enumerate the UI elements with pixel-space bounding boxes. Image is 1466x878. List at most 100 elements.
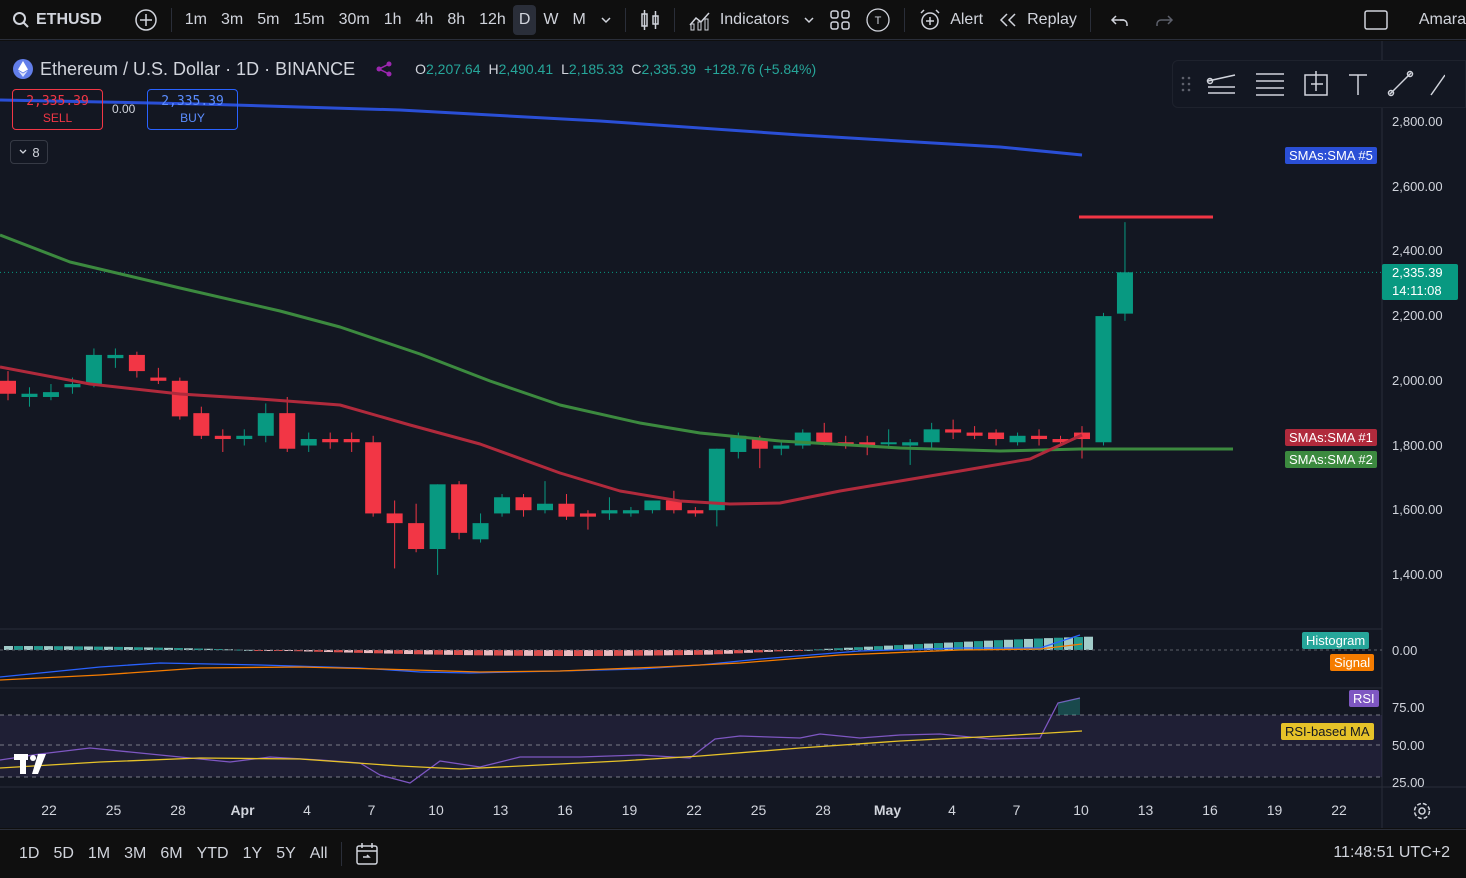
range-1m[interactable]: 1M [87, 845, 111, 862]
candle-body [322, 439, 339, 443]
redo-button[interactable] [1145, 5, 1181, 35]
time-label: Apr [230, 802, 255, 818]
candle-body [1031, 435, 1048, 440]
clock-timezone[interactable]: 11:48:51 UTC+2 [1333, 844, 1450, 861]
candle-body [751, 439, 768, 449]
indicators-collapse-button[interactable]: 8 [10, 140, 48, 164]
fullscreen-button[interactable] [1356, 5, 1396, 35]
indicators-button[interactable]: Indicators [681, 5, 796, 35]
candle-body [644, 500, 661, 511]
macd-histogram-bar [474, 650, 483, 656]
time-label: 28 [815, 802, 831, 818]
settings-gear-icon[interactable] [1412, 801, 1432, 821]
macd-histogram-bar [84, 646, 93, 650]
range-5y[interactable]: 5Y [276, 845, 296, 862]
candle-body [558, 503, 575, 517]
range-5d[interactable]: 5D [53, 845, 74, 862]
rsi-label-50: 50.00 [1392, 738, 1425, 753]
goto-date-button[interactable] [348, 839, 388, 869]
macd-zero-label: 0.00 [1392, 643, 1418, 658]
indicators-dropdown-button[interactable] [796, 5, 822, 35]
rsi-ma-line [0, 730, 1083, 770]
macd-histogram-bar [404, 650, 413, 655]
macd-histogram-bar [454, 650, 463, 656]
macd-histogram-bar [544, 650, 553, 656]
interval-8h[interactable]: 8h [447, 10, 466, 28]
macd-histogram-bar [634, 650, 643, 656]
macd-histogram-bar [954, 642, 963, 650]
macd-histogram-bar [1004, 639, 1013, 650]
price-label: 2,600.00 [1392, 178, 1443, 194]
interval-m[interactable]: M [572, 10, 586, 28]
macd-histogram-bar [164, 647, 173, 650]
histogram-tag: Histogram [1302, 632, 1370, 649]
compare-symbol-button[interactable] [127, 5, 165, 35]
templates-button[interactable]: T [858, 5, 898, 35]
indicators-label: Indicators [719, 10, 790, 28]
candle-body [300, 439, 317, 446]
close-value: 2,335.39 [641, 61, 697, 77]
price-label: 2,000.00 [1392, 372, 1443, 388]
alert-label: Alert [950, 10, 984, 28]
text-tool-icon[interactable] [1345, 69, 1371, 99]
macd-histogram-bar [944, 642, 953, 650]
macd-histogram-bar [74, 646, 83, 650]
calendar-arrow-icon [355, 843, 378, 865]
macd-histogram-bar [894, 645, 903, 650]
tradingview-logo-icon [14, 754, 46, 774]
pencil-tool-icon[interactable] [1429, 69, 1445, 99]
interval-1h[interactable]: 1h [383, 10, 402, 28]
date-range-group: 1D 5D 1M 3M 6M YTD 1Y 5Y All [12, 845, 335, 863]
share-nodes-icon[interactable] [375, 60, 393, 78]
interval-3m[interactable]: 3m [221, 10, 244, 28]
macd-histogram-bar [714, 650, 723, 655]
replay-button[interactable]: Replay [990, 5, 1084, 35]
ohlc-values: O2,207.64 H2,490.41 L2,185.33 C2,335.39 … [415, 61, 816, 77]
candle-body [665, 500, 682, 511]
chart-canvas[interactable] [0, 41, 1466, 828]
chart-area[interactable] [0, 41, 1466, 828]
range-3m[interactable]: 3M [124, 845, 147, 862]
range-all[interactable]: All [309, 845, 328, 862]
symbol-search-button[interactable]: ETHUSD [0, 5, 109, 35]
interval-w[interactable]: W [543, 10, 559, 28]
interval-12h[interactable]: 12h [479, 10, 506, 28]
interval-15m[interactable]: 15m [293, 10, 325, 28]
undo-button[interactable] [1103, 5, 1139, 35]
time-label: 28 [170, 802, 186, 818]
trend-lines-icon[interactable] [1205, 69, 1239, 99]
range-1d[interactable]: 1D [19, 845, 40, 862]
time-label: 22 [41, 802, 57, 818]
macd-histogram-bar [984, 640, 993, 650]
brush-tool-icon[interactable] [1385, 69, 1415, 99]
interval-1m[interactable]: 1m [184, 10, 208, 28]
fib-lines-icon[interactable] [1253, 69, 1287, 99]
alert-button[interactable]: Alert [911, 5, 990, 35]
chart-type-button[interactable] [632, 5, 668, 35]
candle-body [150, 377, 167, 381]
interval-5m[interactable]: 5m [257, 10, 280, 28]
range-1y[interactable]: 1Y [242, 845, 263, 862]
candle-body [193, 413, 210, 436]
drag-handle-icon[interactable] [1181, 75, 1191, 93]
candles-icon [641, 9, 659, 30]
layout-button[interactable] [822, 5, 858, 35]
interval-30m[interactable]: 30m [338, 10, 370, 28]
range-ytd[interactable]: YTD [196, 845, 229, 862]
sell-button[interactable]: 2,335.39 SELL [12, 89, 103, 130]
interval-d[interactable]: D [512, 4, 537, 35]
symbol-label: ETHUSD [36, 10, 102, 28]
buy-button[interactable]: 2,335.39 BUY [147, 89, 238, 130]
candle-body [214, 435, 231, 440]
time-label: 7 [367, 802, 376, 818]
candle-body [1052, 439, 1069, 443]
macd-histogram-bar [54, 646, 63, 650]
measure-crosshair-icon[interactable] [1301, 69, 1331, 99]
user-menu-button[interactable]: Amara [1412, 5, 1466, 35]
signal-tag: Signal [1330, 654, 1375, 671]
legend-title[interactable]: Ethereum / U.S. Dollar · 1D · BINANCE [40, 58, 356, 79]
interval-dropdown-button[interactable] [593, 5, 619, 35]
interval-4h[interactable]: 4h [415, 10, 434, 28]
range-6m[interactable]: 6M [160, 845, 183, 862]
top-toolbar: ETHUSD 1m 3m 5m 15m 30m 1h 4h 8h 12h D W M Indicato… [0, 0, 1466, 40]
